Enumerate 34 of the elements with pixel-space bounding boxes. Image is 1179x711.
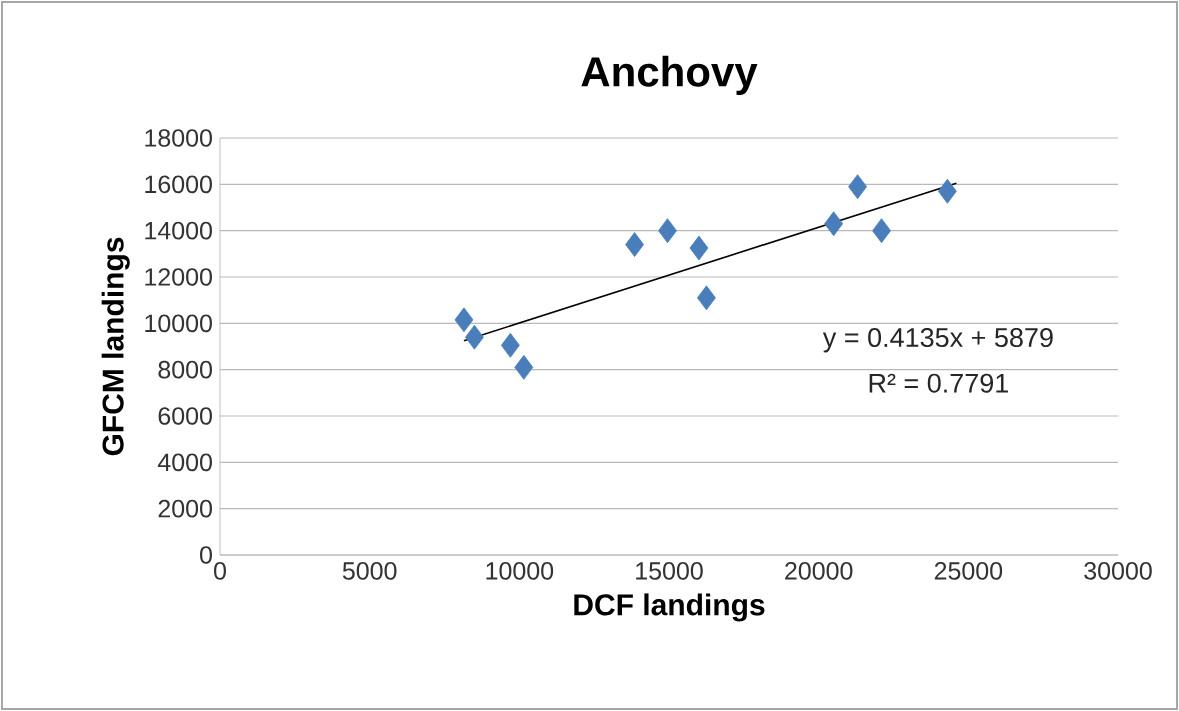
- x-tick-label: 20000: [785, 562, 853, 580]
- point: [848, 174, 867, 200]
- annotation: y = 0.4135x + 5879: [822, 328, 1053, 353]
- x-tick-label: 15000: [636, 562, 703, 580]
- y-tick-label: 2000: [158, 499, 212, 518]
- point: [872, 218, 891, 244]
- annotation: R² = 0.7791: [869, 373, 1008, 393]
- x-tick-label: 10000: [486, 562, 554, 580]
- y-tick-label: 6000: [158, 407, 212, 425]
- y-tick-label: 8000: [158, 360, 212, 379]
- point: [697, 285, 716, 311]
- x-axis-title: DCF landings: [574, 593, 765, 622]
- point: [514, 354, 534, 380]
- y-tick-label: 18000: [145, 129, 212, 147]
- point: [454, 307, 474, 333]
- y-tick-label: 14000: [145, 221, 212, 240]
- x-tick-label: 30000: [1084, 562, 1152, 580]
- y-tick-label: 12000: [145, 268, 212, 286]
- x-tick-label: 25000: [934, 562, 1003, 580]
- point: [658, 218, 677, 244]
- point: [689, 235, 709, 261]
- y-tick-label: 4000: [157, 453, 212, 472]
- y-tick-label: 16000: [145, 175, 212, 194]
- point: [824, 211, 844, 237]
- y-axis-title: GFCM landings: [101, 237, 130, 456]
- point: [937, 178, 957, 204]
- x-tick-label: 0: [214, 562, 226, 580]
- y-tick-label: 10000: [145, 314, 212, 333]
- chart-title: Anchovy: [581, 55, 758, 95]
- point: [625, 232, 644, 257]
- x-tick-label: 5000: [342, 562, 397, 580]
- point: [500, 332, 520, 358]
- y-tick-label: 0: [200, 546, 212, 564]
- point: [465, 324, 484, 350]
